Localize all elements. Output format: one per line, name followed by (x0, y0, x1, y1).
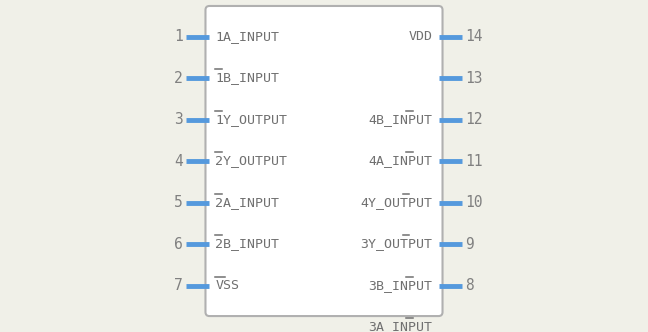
Text: 6: 6 (174, 236, 183, 252)
Text: 9: 9 (465, 236, 474, 252)
Text: 4B_INPUT: 4B_INPUT (369, 113, 433, 126)
Text: 4: 4 (174, 153, 183, 169)
Text: 3A_INPUT: 3A_INPUT (369, 320, 433, 332)
Text: 14: 14 (465, 29, 483, 44)
Text: 10: 10 (465, 195, 483, 210)
Text: 11: 11 (465, 153, 483, 169)
Text: 8: 8 (465, 278, 474, 293)
Text: 2: 2 (174, 70, 183, 86)
Text: 3Y_OUTPUT: 3Y_OUTPUT (360, 237, 433, 251)
Text: 5: 5 (174, 195, 183, 210)
FancyBboxPatch shape (205, 6, 443, 316)
Text: 3B_INPUT: 3B_INPUT (369, 279, 433, 292)
Text: 4Y_OUTPUT: 4Y_OUTPUT (360, 196, 433, 209)
Text: 2B_INPUT: 2B_INPUT (215, 237, 279, 251)
Text: VDD: VDD (408, 30, 433, 43)
Text: 1B_INPUT: 1B_INPUT (215, 71, 279, 85)
Text: 2A_INPUT: 2A_INPUT (215, 196, 279, 209)
Text: 3: 3 (174, 112, 183, 127)
Text: 1A_INPUT: 1A_INPUT (215, 30, 279, 43)
Text: 13: 13 (465, 70, 483, 86)
Text: 7: 7 (174, 278, 183, 293)
Text: 1: 1 (174, 29, 183, 44)
Text: VSS: VSS (215, 279, 239, 292)
Text: 4A_INPUT: 4A_INPUT (369, 154, 433, 168)
Text: 1Y_OUTPUT: 1Y_OUTPUT (215, 113, 288, 126)
Text: 12: 12 (465, 112, 483, 127)
Text: 2Y_OUTPUT: 2Y_OUTPUT (215, 154, 288, 168)
